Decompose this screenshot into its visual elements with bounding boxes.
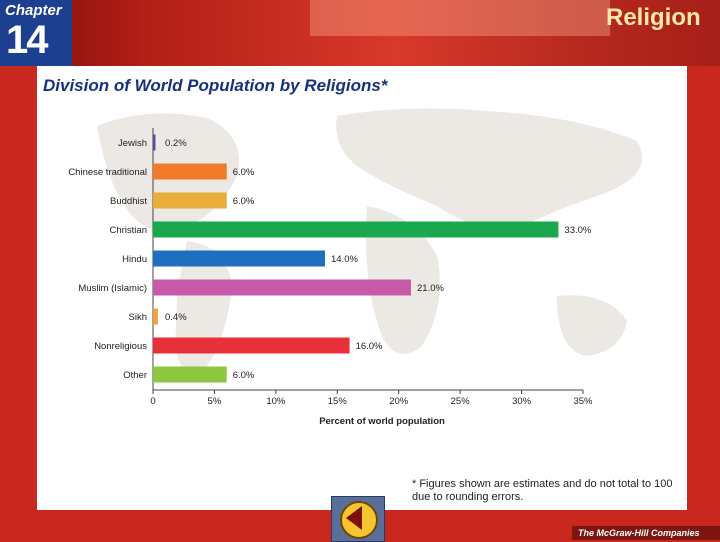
bar xyxy=(153,337,350,354)
footnote: * Figures shown are estimates and do not… xyxy=(412,478,673,503)
category-label: Buddhist xyxy=(110,196,147,207)
world-map-background xyxy=(97,108,642,374)
bar-chart: 0 5% 10% 15% 20% 25% 30% 35% Jewish Chinese trad… xyxy=(68,108,642,427)
header-banner: Chapter 14 Religion xyxy=(0,0,720,66)
x-axis-title: Percent of world population xyxy=(319,416,445,427)
bars xyxy=(153,134,559,383)
value-label: 16.0% xyxy=(356,341,383,352)
category-label: Sikh xyxy=(129,312,147,323)
chapter-number: 14 xyxy=(6,18,48,62)
chapter-box: Chapter 14 xyxy=(0,0,72,66)
x-tick-label: 0 xyxy=(150,396,155,407)
value-label: 6.0% xyxy=(233,196,255,207)
section-title: Religion xyxy=(606,4,701,31)
x-tick-label: 5% xyxy=(208,396,222,407)
publisher-logo: The McGraw-Hill Companies xyxy=(572,526,720,540)
category-label: Hindu xyxy=(122,254,147,265)
slide-title: Division of World Population by Religion… xyxy=(43,76,388,95)
bar xyxy=(153,279,411,296)
bar xyxy=(153,163,227,180)
value-label: 6.0% xyxy=(233,167,255,178)
back-arrow-icon xyxy=(346,506,362,530)
x-tick-label: 15% xyxy=(328,396,348,407)
slide-content: 0 5% 10% 15% 20% 25% 30% 35% Jewish Chinese trad… xyxy=(37,66,687,510)
x-tick-label: 20% xyxy=(389,396,409,407)
back-button[interactable] xyxy=(331,496,385,542)
header-band xyxy=(310,0,610,36)
category-label: Muslim (Islamic) xyxy=(78,283,147,294)
category-labels: Jewish Chinese traditional Buddhist Christi… xyxy=(68,138,147,381)
bar xyxy=(153,366,227,383)
category-label: Other xyxy=(123,370,147,381)
x-tick-label: 10% xyxy=(266,396,286,407)
category-label: Christian xyxy=(110,225,148,236)
value-label: 33.0% xyxy=(564,225,591,236)
bar xyxy=(153,221,559,238)
chapter-label: Chapter xyxy=(5,2,62,19)
value-labels: 0.2% 6.0% 6.0% 33.0% 14.0% 21.0% 0.4% 16.0% 6.0% xyxy=(165,138,592,381)
category-label: Jewish xyxy=(118,138,147,149)
x-tick-label: 35% xyxy=(573,396,593,407)
category-label: Nonreligious xyxy=(94,341,147,352)
value-label: 6.0% xyxy=(233,370,255,381)
value-label: 0.4% xyxy=(165,312,187,323)
x-tick-label: 30% xyxy=(512,396,532,407)
value-label: 0.2% xyxy=(165,138,187,149)
category-label: Chinese traditional xyxy=(68,167,147,178)
bar xyxy=(153,250,325,267)
value-label: 21.0% xyxy=(417,283,444,294)
value-label: 14.0% xyxy=(331,254,358,265)
x-tick-label: 25% xyxy=(451,396,471,407)
bar xyxy=(153,134,156,151)
bar xyxy=(153,308,158,325)
bar xyxy=(153,192,227,209)
x-ticks: 0 5% 10% 15% 20% 25% 30% 35% xyxy=(150,390,593,407)
